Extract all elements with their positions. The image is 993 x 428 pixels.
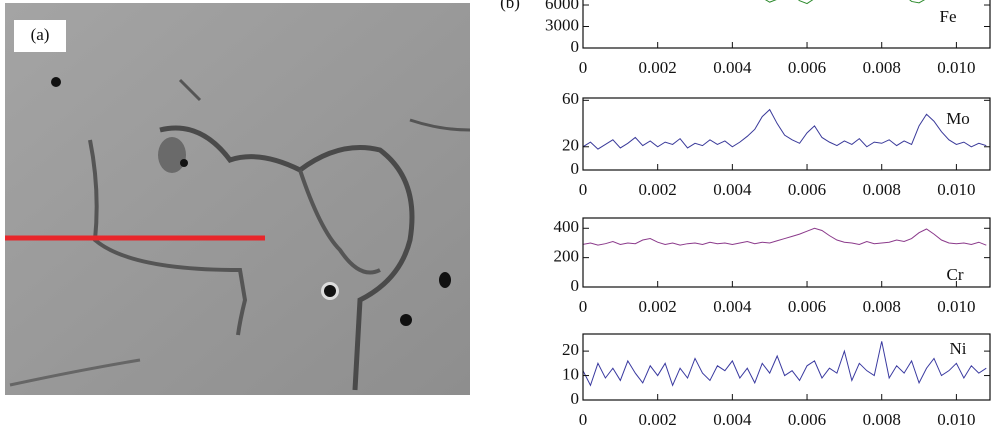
legend-label: Mo [946, 109, 970, 128]
x-tick-label: 0.006 [788, 180, 826, 199]
legend-bg [944, 340, 974, 360]
y-tick-label: 20 [562, 136, 579, 155]
y-tick-label: 0 [571, 159, 580, 178]
y-tick-label: 20 [562, 340, 579, 359]
legend-bg [934, 8, 964, 28]
y-tick-label: 400 [554, 217, 580, 236]
x-tick-label: 0.002 [639, 410, 677, 428]
legend-bg [944, 110, 974, 130]
x-tick-label: 0.008 [863, 297, 901, 316]
y-tick-label: 0 [571, 37, 580, 56]
x-tick-label: 0.002 [639, 297, 677, 316]
y-tick-label: 60 [562, 89, 579, 108]
plot-frame [582, 217, 991, 288]
x-tick-label: 0.004 [713, 180, 752, 199]
plot-frame [582, 0, 991, 49]
x-tick-label: 0.004 [713, 410, 752, 428]
x-tick-label: 0 [579, 180, 588, 199]
x-tick-label: 0.004 [713, 58, 752, 77]
x-tick-label: 0.010 [937, 410, 975, 428]
y-tick-label: 3000 [545, 15, 579, 34]
legend-label: Fe [940, 7, 957, 26]
x-tick-label: 0.010 [937, 297, 975, 316]
x-tick-label: 0.008 [863, 410, 901, 428]
y-tick-label: 6000 [545, 0, 579, 13]
y-tick-label: 10 [562, 364, 579, 383]
x-tick-label: 0.008 [863, 180, 901, 199]
panel-label: (b) [500, 0, 520, 12]
x-tick-label: 0.010 [937, 180, 975, 199]
x-tick-label: 0.010 [937, 58, 975, 77]
sem-image [5, 3, 471, 395]
y-tick-label: 0 [571, 389, 580, 408]
x-tick-label: 0 [579, 410, 588, 428]
x-tick-label: 0.006 [788, 297, 826, 316]
data-line [583, 227, 987, 246]
legend-label: Cr [947, 265, 964, 284]
y-tick-label: 0 [571, 276, 580, 295]
x-tick-label: 0.006 [788, 410, 826, 428]
legend-label: Ni [950, 339, 967, 358]
legend-bg [941, 266, 971, 286]
plot-frame [582, 97, 991, 171]
plot-frame [582, 333, 991, 401]
x-tick-label: 0.002 [639, 180, 677, 199]
x-tick-label: 0.008 [863, 58, 901, 77]
data-line [583, 108, 987, 150]
data-line [583, 341, 987, 387]
x-tick-label: 0.004 [713, 297, 752, 316]
x-tick-label: 0 [579, 58, 588, 77]
x-tick-label: 0.006 [788, 58, 826, 77]
y-tick-label: 200 [554, 247, 580, 266]
x-tick-label: 0.002 [639, 58, 677, 77]
panel-label: (a) [31, 25, 50, 44]
data-line [764, 0, 926, 5]
x-tick-label: 0 [579, 297, 588, 316]
